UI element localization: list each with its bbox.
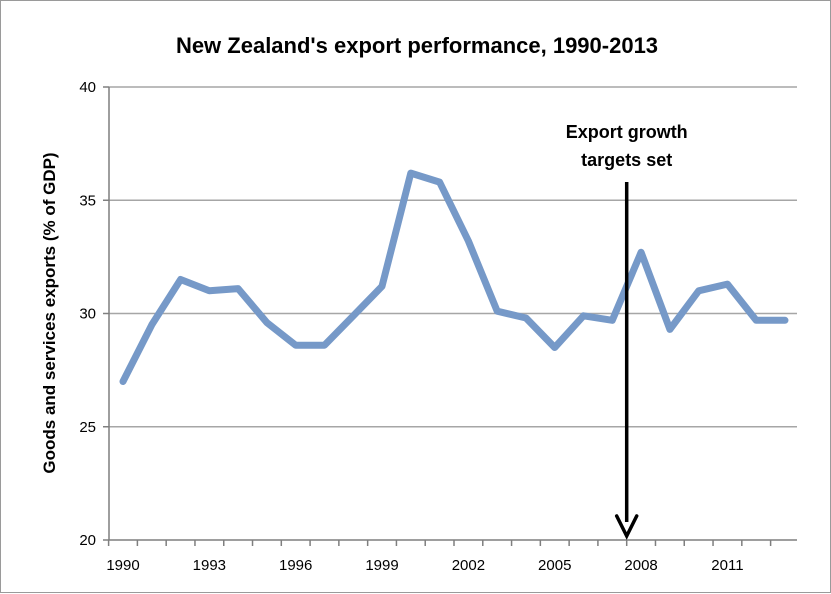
chart-title: New Zealand's export performance, 1990-2…: [176, 33, 658, 58]
annotation-label-line: Export growth: [566, 122, 688, 142]
axes: [103, 87, 797, 546]
y-tick-label: 40: [79, 79, 96, 96]
series-layer: [123, 173, 785, 382]
x-tick-label: 2011: [711, 557, 743, 574]
x-tick-label: 1993: [193, 557, 226, 574]
x-tick-label: 1996: [279, 557, 312, 574]
y-tick-label: 30: [79, 306, 96, 323]
y-tick-label: 35: [79, 192, 96, 209]
x-tick-label: 1999: [365, 557, 398, 574]
y-tick-label: 25: [79, 419, 96, 436]
x-tick-label: 1990: [106, 557, 139, 574]
x-tick-label: 2005: [538, 557, 571, 574]
y-axis-title: Goods and services exports (% of GDP): [40, 152, 59, 473]
y-tick-label: 20: [79, 532, 96, 549]
x-tick-label: 2002: [452, 557, 485, 574]
x-tick-label: 2008: [624, 557, 657, 574]
series-line-0: [123, 173, 785, 381]
gridlines: [109, 87, 797, 427]
annotation-label-line: targets set: [581, 150, 672, 170]
